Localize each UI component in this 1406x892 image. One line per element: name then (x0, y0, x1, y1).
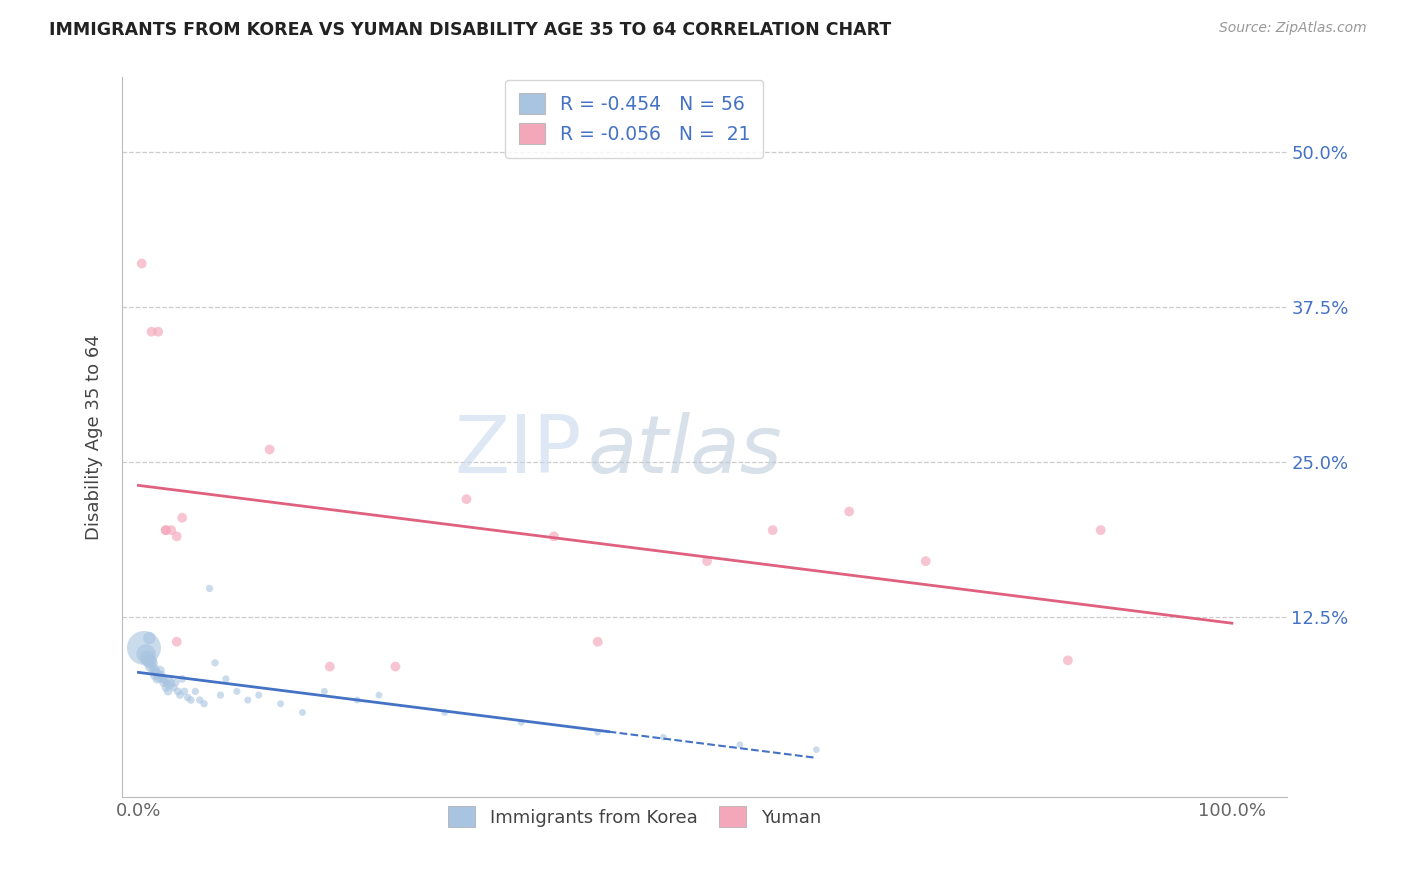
Point (176, 690, 198, 705)
Point (346, 693, 368, 707)
Point (155, 523, 177, 537)
Point (1090, 523, 1112, 537)
Point (155, 681, 177, 695)
Point (145, 665, 167, 680)
Point (169, 688, 191, 702)
Point (762, 523, 785, 537)
Point (166, 529, 188, 543)
Point (142, 663, 165, 677)
Y-axis label: Disability Age 35 to 64: Disability Age 35 to 64 (86, 334, 103, 540)
Point (1057, 653, 1080, 667)
Point (314, 684, 336, 698)
Point (586, 725, 609, 739)
Point (696, 554, 718, 568)
Point (157, 672, 180, 686)
Point (209, 688, 232, 702)
Point (433, 706, 456, 720)
Point (139, 659, 162, 673)
Point (456, 492, 478, 507)
Point (152, 675, 174, 690)
Point (160, 675, 183, 690)
Point (136, 653, 159, 667)
Point (141, 325, 163, 339)
Point (152, 672, 174, 686)
Point (368, 688, 391, 702)
Legend: Immigrants from Korea, Yuman: Immigrants from Korea, Yuman (441, 799, 828, 835)
Point (146, 325, 169, 339)
Point (156, 677, 179, 691)
Point (188, 693, 211, 707)
Point (215, 672, 238, 686)
Text: atlas: atlas (588, 412, 783, 491)
Point (319, 659, 342, 673)
Point (173, 684, 195, 698)
Point (146, 667, 169, 681)
Point (184, 684, 207, 698)
Point (586, 634, 609, 648)
Point (236, 693, 259, 707)
Point (160, 523, 183, 537)
Point (165, 675, 187, 690)
Point (259, 442, 281, 457)
Point (132, 640, 155, 655)
Text: IMMIGRANTS FROM KOREA VS YUMAN DISABILITY AGE 35 TO 64 CORRELATION CHART: IMMIGRANTS FROM KOREA VS YUMAN DISABILIT… (49, 21, 891, 39)
Point (136, 651, 159, 665)
Point (156, 684, 179, 698)
Point (148, 671, 170, 685)
Point (166, 634, 188, 648)
Point (728, 738, 751, 752)
Point (172, 510, 194, 524)
Point (131, 256, 153, 270)
Point (153, 673, 176, 688)
Point (510, 715, 533, 730)
Point (162, 681, 184, 695)
Point (543, 529, 565, 543)
Point (204, 656, 226, 670)
Point (138, 656, 160, 670)
Point (270, 697, 292, 711)
Point (143, 668, 166, 682)
Point (914, 554, 936, 568)
Point (225, 684, 247, 698)
Point (198, 582, 221, 596)
Point (143, 662, 166, 676)
Point (149, 663, 172, 677)
Point (150, 668, 173, 682)
Point (141, 653, 163, 667)
Point (291, 706, 314, 720)
Point (193, 697, 215, 711)
Point (135, 647, 157, 661)
Text: ZIP: ZIP (454, 412, 582, 491)
Point (180, 693, 202, 707)
Point (384, 659, 406, 673)
Point (159, 678, 181, 692)
Point (838, 504, 860, 518)
Point (138, 631, 160, 645)
Point (652, 731, 675, 745)
Point (172, 672, 194, 686)
Point (166, 684, 188, 698)
Point (142, 656, 165, 670)
Point (806, 742, 828, 756)
Point (155, 523, 177, 537)
Point (247, 688, 270, 702)
Point (146, 672, 169, 686)
Text: Source: ZipAtlas.com: Source: ZipAtlas.com (1219, 21, 1367, 36)
